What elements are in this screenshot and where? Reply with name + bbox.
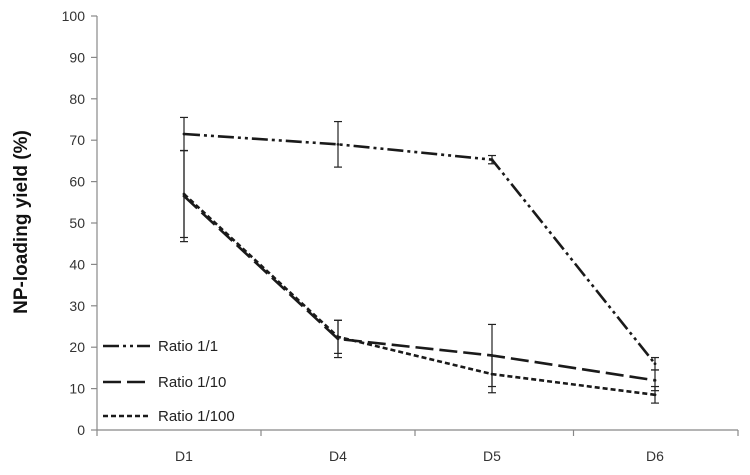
series-line xyxy=(183,195,656,382)
data-point xyxy=(336,335,340,339)
series-line xyxy=(183,132,657,365)
legend-label: Ratio 1/1 xyxy=(158,338,218,355)
y-tick-label: 90 xyxy=(69,49,85,65)
series-1 xyxy=(180,116,659,371)
y-tick-label: 60 xyxy=(69,174,85,190)
y-tick-label: 50 xyxy=(69,215,85,231)
data-point xyxy=(653,393,657,397)
data-point xyxy=(653,378,657,382)
data-point xyxy=(336,142,340,146)
y-tick-label: 30 xyxy=(69,298,85,314)
x-tick-label: D4 xyxy=(329,448,347,464)
x-tick-label: D1 xyxy=(175,448,193,464)
axes: 0 10 20 30 40 50 60 70 80 90 100 D1 D4 D5 D6 xyxy=(62,8,739,464)
x-tick-label: D6 xyxy=(646,448,664,464)
series-3 xyxy=(180,149,659,404)
data-point xyxy=(490,158,494,162)
y-tick-label: 0 xyxy=(77,422,85,438)
y-tick-label: 40 xyxy=(69,256,85,272)
legend-label: Ratio 1/100 xyxy=(158,408,235,425)
data-point xyxy=(653,362,657,366)
y-tick-label: 10 xyxy=(69,381,85,397)
y-tick-label: 20 xyxy=(69,339,85,355)
x-tick-label: D5 xyxy=(483,448,501,464)
legend: Ratio 1/1 Ratio 1/10 Ratio 1/100 xyxy=(103,338,235,425)
data-point xyxy=(182,132,186,136)
legend-label: Ratio 1/10 xyxy=(158,374,226,391)
series-2 xyxy=(180,149,659,392)
series-line xyxy=(183,193,656,397)
y-axis-label: NP-loading yield (%) xyxy=(11,130,32,314)
data-point xyxy=(490,372,494,376)
y-tick-label: 80 xyxy=(69,91,85,107)
y-tick-label: 100 xyxy=(62,8,86,24)
series-group xyxy=(180,116,659,404)
data-point xyxy=(182,192,186,196)
y-tick-label: 70 xyxy=(69,132,85,148)
